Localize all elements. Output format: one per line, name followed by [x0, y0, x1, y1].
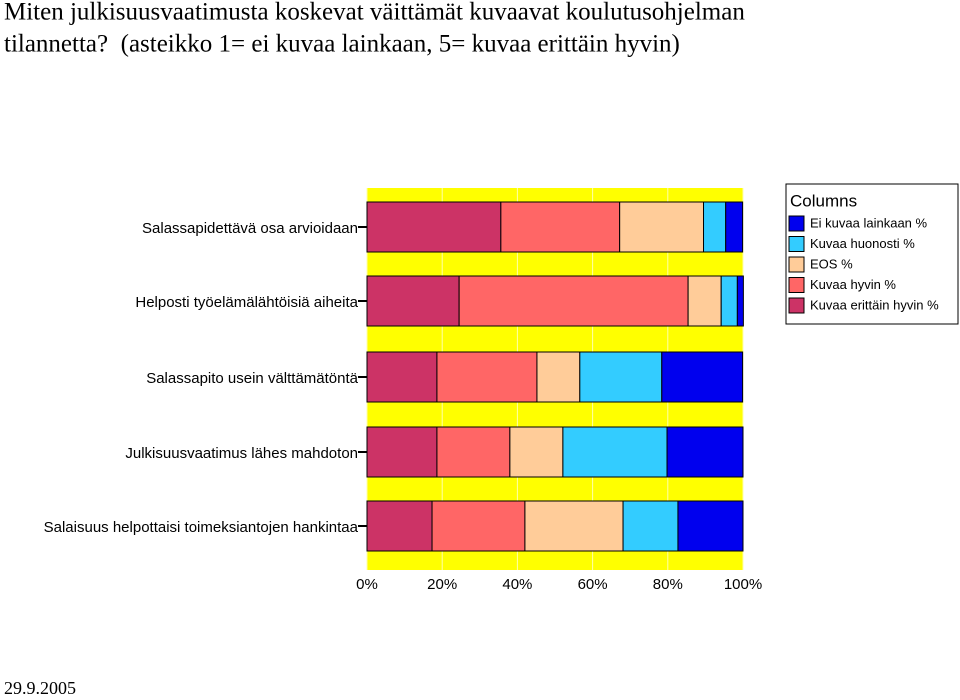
bar-segment: [431, 500, 526, 552]
legend-label: Kuvaa huonosti %: [810, 236, 915, 251]
bar-segment: [509, 426, 564, 478]
legend-swatch: [788, 256, 805, 273]
legend-label: Kuvaa erittäin hyvin %: [810, 297, 939, 312]
chart-title: Miten julkisuusvaatimusta koskevat väitt…: [4, 0, 745, 26]
bar-segment: [536, 351, 581, 403]
bar-segment: [703, 201, 727, 253]
legend-swatch: [788, 297, 805, 314]
legend-label: Kuvaa hyvin %: [810, 277, 896, 292]
x-tick-label: 0%: [356, 576, 378, 593]
legend-label: Ei kuvaa lainkaan %: [810, 215, 928, 230]
y-tick-label: Helposti työelämälähtöisiä aiheita: [135, 294, 358, 311]
bar-segment: [436, 351, 538, 403]
bar-segment: [677, 500, 744, 552]
legend-title: Columns: [790, 191, 857, 210]
legend-swatch: [788, 277, 805, 293]
x-tick-label: 100%: [724, 576, 762, 593]
bar-segment: [436, 426, 511, 478]
x-tick-label: 80%: [653, 576, 683, 593]
bar-segment: [666, 426, 744, 478]
chart-subtitle: tilannetta? (asteikko 1= ei kuvaa lainka…: [4, 31, 680, 58]
bar-segment: [725, 201, 744, 253]
bar-segment: [687, 275, 722, 327]
bar-segment: [720, 275, 738, 327]
x-tick-label: 20%: [427, 576, 457, 593]
bar-segment: [366, 426, 438, 478]
y-tick-label: Salassapidettävä osa arvioidaan: [142, 220, 358, 237]
bar-segment: [562, 426, 668, 478]
bar-segment: [458, 275, 689, 327]
bar-segment: [366, 351, 438, 403]
bar-segment: [366, 275, 460, 327]
bar-segment: [622, 500, 679, 552]
bar-segment: [736, 275, 744, 327]
legend-box: [785, 183, 959, 325]
legend-swatch: [788, 236, 805, 252]
bar-segment: [524, 500, 624, 552]
x-tick-label: 60%: [578, 576, 608, 593]
y-tick-label: Julkisuusvaatimus lähes mahdoton: [125, 445, 358, 462]
bar-segment: [579, 351, 663, 403]
y-tick-label: Salassapito usein välttämätöntä: [146, 370, 358, 387]
bar-segment: [661, 351, 744, 403]
x-tick-label: 40%: [502, 576, 532, 593]
bar-segment: [500, 201, 621, 253]
legend-swatch: [788, 215, 805, 232]
bar-segment: [366, 500, 433, 552]
bar-segment: [619, 201, 705, 253]
y-tick-label: Salaisuus helpottaisi toimeksiantojen ha…: [44, 519, 359, 536]
bar-segment: [366, 201, 502, 253]
date: 29.9.2005: [4, 678, 76, 698]
legend-label: EOS %: [810, 256, 853, 271]
